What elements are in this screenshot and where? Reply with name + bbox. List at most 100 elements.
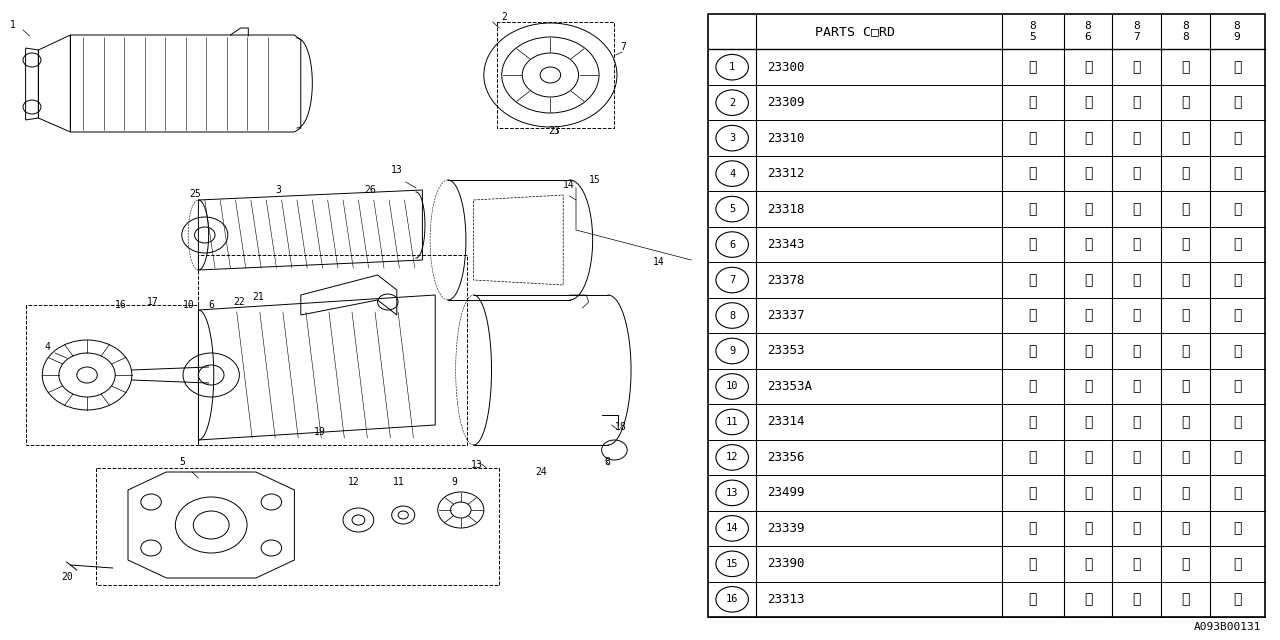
Text: 13: 13 [471, 460, 483, 470]
Text: 7: 7 [621, 42, 627, 52]
Text: ※: ※ [1029, 95, 1037, 109]
Text: 8: 8 [730, 310, 735, 321]
Text: ※: ※ [1029, 451, 1037, 465]
Text: ※: ※ [1133, 95, 1140, 109]
Text: 23318: 23318 [767, 203, 804, 216]
Text: ※: ※ [1133, 60, 1140, 74]
Text: ※: ※ [1233, 451, 1242, 465]
Text: 10: 10 [183, 300, 195, 310]
Text: 2: 2 [502, 12, 508, 22]
Text: 21: 21 [252, 292, 264, 302]
Text: 3: 3 [275, 185, 282, 195]
Text: 14: 14 [563, 180, 575, 190]
Text: ※: ※ [1029, 308, 1037, 323]
Text: 14: 14 [653, 257, 664, 267]
Text: ※: ※ [1133, 486, 1140, 500]
Text: ※: ※ [1181, 451, 1189, 465]
Text: 8: 8 [604, 457, 611, 467]
Text: ※: ※ [1181, 592, 1189, 606]
Text: ※: ※ [1084, 95, 1092, 109]
Text: ※: ※ [1084, 344, 1092, 358]
Text: 23: 23 [548, 126, 559, 136]
Text: ※: ※ [1084, 522, 1092, 536]
Text: 12: 12 [348, 477, 360, 487]
Text: ※: ※ [1029, 273, 1037, 287]
Text: ※: ※ [1133, 380, 1140, 394]
Text: ※: ※ [1133, 451, 1140, 465]
Text: ※: ※ [1084, 380, 1092, 394]
Text: A093B00131: A093B00131 [1193, 622, 1261, 632]
Text: ※: ※ [1181, 380, 1189, 394]
Text: ※: ※ [1133, 592, 1140, 606]
Text: 1: 1 [730, 62, 735, 72]
Text: 9: 9 [730, 346, 735, 356]
Text: 6: 6 [209, 300, 215, 310]
Text: ※: ※ [1084, 415, 1092, 429]
Text: ※: ※ [1029, 486, 1037, 500]
Text: ※: ※ [1133, 415, 1140, 429]
Text: 1: 1 [10, 20, 17, 30]
Text: ※: ※ [1029, 60, 1037, 74]
Text: ※: ※ [1084, 202, 1092, 216]
Text: ※: ※ [1133, 522, 1140, 536]
Text: 16: 16 [115, 300, 127, 310]
Text: 23356: 23356 [767, 451, 804, 464]
Text: 10: 10 [726, 381, 739, 392]
Text: ※: ※ [1029, 131, 1037, 145]
Text: 23312: 23312 [767, 167, 804, 180]
Text: 11: 11 [393, 477, 404, 487]
Text: ※: ※ [1084, 60, 1092, 74]
Text: 8: 8 [1029, 21, 1037, 31]
Text: ※: ※ [1029, 415, 1037, 429]
Text: ※: ※ [1181, 202, 1189, 216]
Text: ※: ※ [1181, 415, 1189, 429]
Text: 25: 25 [189, 189, 201, 199]
Text: 23313: 23313 [767, 593, 804, 606]
Text: 23390: 23390 [767, 557, 804, 570]
Text: ※: ※ [1181, 60, 1189, 74]
Text: ※: ※ [1084, 451, 1092, 465]
Text: 20: 20 [61, 572, 73, 582]
Text: ※: ※ [1233, 237, 1242, 252]
Text: 8: 8 [1181, 21, 1189, 31]
Text: PARTS C□RD: PARTS C□RD [815, 25, 895, 38]
Text: 15: 15 [726, 559, 739, 569]
Text: 6: 6 [730, 239, 735, 250]
Text: ※: ※ [1181, 557, 1189, 571]
Text: ※: ※ [1133, 308, 1140, 323]
Text: ※: ※ [1029, 202, 1037, 216]
Text: 7: 7 [730, 275, 735, 285]
Text: 9: 9 [1234, 32, 1240, 42]
Text: 7: 7 [1133, 32, 1140, 42]
Text: 26: 26 [365, 185, 376, 195]
Text: ※: ※ [1233, 344, 1242, 358]
Text: ※: ※ [1181, 166, 1189, 180]
Text: 23343: 23343 [767, 238, 804, 251]
Text: ※: ※ [1084, 166, 1092, 180]
Text: ※: ※ [1084, 592, 1092, 606]
Text: 8: 8 [1133, 21, 1140, 31]
Text: ※: ※ [1029, 166, 1037, 180]
Text: ※: ※ [1084, 273, 1092, 287]
Text: 18: 18 [614, 422, 626, 432]
Text: ※: ※ [1084, 486, 1092, 500]
Text: 15: 15 [589, 175, 600, 185]
Text: 5: 5 [730, 204, 735, 214]
Text: 11: 11 [726, 417, 739, 427]
Text: ※: ※ [1181, 522, 1189, 536]
Text: ※: ※ [1181, 95, 1189, 109]
Text: ※: ※ [1084, 237, 1092, 252]
Text: ※: ※ [1233, 308, 1242, 323]
Text: 4: 4 [45, 342, 51, 352]
Text: ※: ※ [1133, 131, 1140, 145]
Text: ※: ※ [1133, 273, 1140, 287]
Text: 23309: 23309 [767, 96, 804, 109]
Text: ※: ※ [1233, 60, 1242, 74]
Text: 16: 16 [726, 595, 739, 604]
Text: ※: ※ [1084, 131, 1092, 145]
Text: ※: ※ [1233, 95, 1242, 109]
Text: 8: 8 [1084, 21, 1092, 31]
Text: ※: ※ [1233, 486, 1242, 500]
Text: ※: ※ [1181, 308, 1189, 323]
Text: ※: ※ [1233, 557, 1242, 571]
